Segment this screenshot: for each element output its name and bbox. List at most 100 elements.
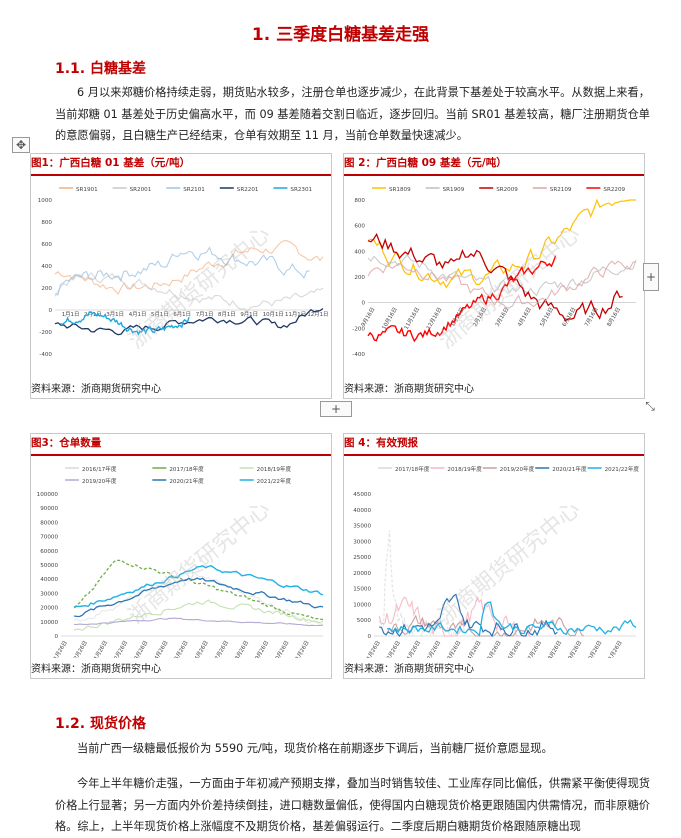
y-tick-label: 45000 <box>353 492 371 498</box>
legend-label: SR2301 <box>290 187 312 193</box>
series-line <box>367 232 623 322</box>
figure-2: 图 2：广西白糖 09 基差（元/吨） SR1809 SR1909 SR2009 SR… <box>343 153 645 399</box>
y-tick-label: -200 <box>352 326 365 332</box>
legend-label: SR1809 <box>389 187 411 193</box>
y-tick-label: 800 <box>41 220 52 226</box>
legend-label: 2021/22年度 <box>257 477 292 485</box>
figure-1-chart: SR1901 SR2001 SR2101 SR2201 SR2301 1000 800 600… <box>38 187 329 358</box>
series-line <box>367 255 557 343</box>
section-heading: 1. 三季度白糖基差走强 <box>251 25 430 45</box>
x-tick-label: 7月26日 <box>526 640 543 659</box>
x-tick-label: 10月26日 <box>585 640 603 659</box>
x-tick-label: 3月1日 <box>106 311 124 318</box>
x-tick-label: 3月26日 <box>133 640 150 659</box>
x-tick-label: 6月26日 <box>193 640 210 659</box>
y-tick-label: 30000 <box>40 591 58 597</box>
series-line <box>387 601 637 637</box>
legend-label: 2016/17年度 <box>82 465 117 473</box>
x-tick-label: 1月26日 <box>92 640 109 659</box>
paragraph-spot-price-text: 当前广西一级糖最低报价为 5590 元/吨，现货价格在前期逐步下调后，当前糖厂挺… <box>77 742 553 755</box>
x-tick-label: 11月26日 <box>363 640 381 659</box>
series-line <box>54 240 324 296</box>
y-tick-label: 10000 <box>353 602 371 608</box>
series-line <box>74 617 324 627</box>
x-tick-label: 8月1日 <box>218 311 236 318</box>
y-tick-label: 25000 <box>353 555 371 561</box>
y-tick-label: 40000 <box>353 508 371 514</box>
figure-4: 图 4：有效预报 2017/18年度 2018/19年度 2019/20年度 2020… <box>343 433 645 679</box>
y-tick-label: 600 <box>354 224 365 230</box>
caption-rule <box>344 174 644 176</box>
x-tick-label: 1月1日 <box>62 311 80 318</box>
series-line <box>386 614 584 637</box>
figure-4-caption: 图 4：有效预报 <box>344 437 418 449</box>
table-resize-handle[interactable]: ⤡ <box>645 399 655 413</box>
paragraph-spot-analysis-text: 今年上半年糖价走强，一方面由于年初减产预期支撑，叠加当时销售较佳、工业库存同比偏… <box>55 777 650 833</box>
x-tick-label: 4月16日 <box>516 306 533 328</box>
subsection-heading-spot: 1.2. 现货价格 <box>55 716 146 732</box>
y-tick-label: 90000 <box>40 506 58 512</box>
y-tick-label: 0 <box>48 308 52 314</box>
x-tick-label: 12月1日 <box>307 311 328 318</box>
legend-label: 2018/19年度 <box>447 465 482 473</box>
legend-label: 2019/20年度 <box>82 477 117 485</box>
figure-4-source: 资料来源：浙商期货研究中心 <box>344 664 474 675</box>
x-tick-label: 9月16日 <box>360 306 377 328</box>
x-tick-label: 10月1日 <box>263 311 284 318</box>
x-tick-label: 5月26日 <box>486 640 503 659</box>
y-tick-label: -400 <box>39 352 52 358</box>
y-tick-label: 20000 <box>40 606 58 612</box>
legend-label: 2020/21年度 <box>169 477 204 485</box>
figure-3: 图3：仓单数量 2016/17年度 2017/18年度 2018/19年度 2019/… <box>30 433 332 679</box>
x-tick-label: 4月26日 <box>153 640 170 659</box>
legend-label: 2018/19年度 <box>257 465 292 473</box>
y-tick-label: 60000 <box>40 549 58 555</box>
y-tick-label: 1000 <box>38 198 53 204</box>
series-line <box>367 253 637 297</box>
caption-rule <box>344 454 644 456</box>
series-line <box>367 260 637 309</box>
x-tick-label: 1月26日 <box>405 640 422 659</box>
y-tick-label: -200 <box>39 330 52 336</box>
x-tick-label: 5月1日 <box>151 311 169 318</box>
figure-2-source: 资料来源：浙商期货研究中心 <box>344 384 474 395</box>
legend-label: SR2101 <box>183 187 205 193</box>
figure-1-caption: 图1：广西白糖 01 基差（元/吨） <box>31 157 191 169</box>
y-tick-label: 0 <box>54 634 58 640</box>
series-line <box>378 595 532 637</box>
x-tick-label: 7月16日 <box>583 306 600 328</box>
figure-1: 图1：广西白糖 01 基差（元/吨） SR1901 SR2001 SR2101 SR2… <box>30 153 332 399</box>
x-tick-label: 5月26日 <box>173 640 190 659</box>
y-tick-label: 5000 <box>357 618 372 624</box>
x-tick-label: 8月26日 <box>547 640 564 659</box>
add-column-button[interactable]: + <box>643 263 659 291</box>
figure-3-source: 资料来源：浙商期货研究中心 <box>31 664 161 675</box>
y-tick-label: 0 <box>367 634 371 640</box>
x-tick-label: 12月26日 <box>384 640 402 659</box>
x-tick-label: 9月26日 <box>254 640 271 659</box>
series-line <box>54 272 324 312</box>
y-tick-label: 35000 <box>353 524 371 530</box>
series-line <box>73 559 323 621</box>
add-row-button[interactable]: + <box>320 401 352 417</box>
y-tick-label: 50000 <box>40 563 58 569</box>
caption-rule <box>31 454 331 456</box>
x-tick-label: 12月26日 <box>71 640 89 659</box>
x-tick-label: 3月26日 <box>446 640 463 659</box>
series-line <box>73 565 324 609</box>
y-tick-label: 10000 <box>40 620 58 626</box>
y-tick-label: 800 <box>354 198 365 204</box>
y-tick-label: 100000 <box>37 492 59 498</box>
legend-label: SR2001 <box>130 187 152 193</box>
figure-2-caption: 图 2：广西白糖 09 基差（元/吨） <box>344 157 507 169</box>
y-tick-label: 400 <box>354 249 365 255</box>
legend-label: 2017/18年度 <box>169 465 204 473</box>
x-tick-label: 2月1日 <box>84 311 102 318</box>
x-tick-label: 10月26日 <box>272 640 290 659</box>
table-move-handle[interactable]: ✥ <box>12 137 30 153</box>
paragraph-basis-text: 6 月以来郑糖价格持续走弱，期货贴水较多，注册仓单也逐步减少，在此背景下基差处于… <box>55 86 650 142</box>
series-line <box>367 198 636 289</box>
x-tick-label: 2月26日 <box>426 640 443 659</box>
y-tick-label: 400 <box>41 264 52 270</box>
legend-label: SR2209 <box>603 187 625 193</box>
